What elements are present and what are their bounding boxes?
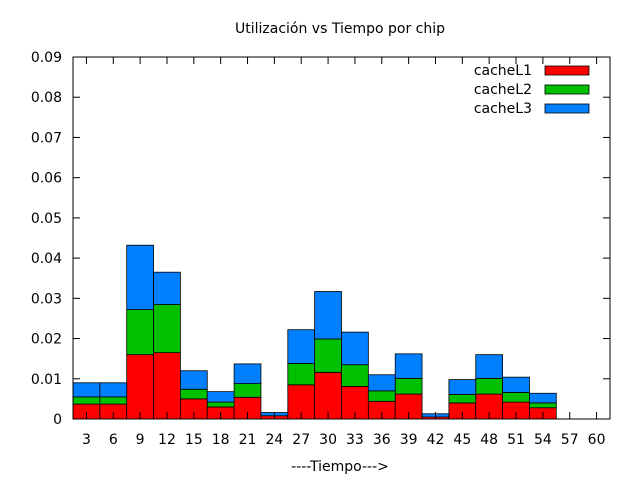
- x-tick-label: 51: [507, 432, 525, 448]
- legend-swatch-cacheL2: [544, 84, 590, 95]
- x-tick-label: 3: [82, 432, 91, 448]
- x-tick-label: 60: [588, 432, 606, 448]
- bar-cacheL3-27: [287, 329, 316, 364]
- y-tick-label: 0.08: [31, 90, 62, 106]
- bar-cacheL3-21: [233, 363, 262, 385]
- y-tick-label: 0.02: [31, 332, 62, 348]
- y-tick-label: 0.07: [31, 130, 62, 146]
- legend-label-cacheL2: cacheL2: [474, 82, 532, 98]
- x-tick-label: 36: [373, 432, 391, 448]
- bar-cacheL3-3: [72, 382, 101, 398]
- y-tick-label: 0: [53, 412, 62, 428]
- bar-cacheL3-9: [126, 244, 154, 310]
- bar-cacheL2-45: [448, 394, 477, 404]
- y-tick-label: 0.03: [31, 291, 62, 307]
- bar-cacheL2-6: [99, 396, 128, 405]
- y-tick-label: 0.04: [31, 251, 62, 267]
- bar-cacheL1-12: [153, 352, 181, 420]
- bar-cacheL2-36: [367, 390, 396, 402]
- legend: cacheL1 cacheL2 cacheL3: [474, 63, 590, 117]
- x-tick-label: 57: [561, 432, 579, 448]
- x-tick-label: 27: [292, 432, 310, 448]
- bar-cacheL2-54: [529, 402, 557, 409]
- bar-cacheL2-9: [126, 309, 154, 356]
- legend-label-cacheL1: cacheL1: [474, 63, 532, 79]
- bar-cacheL3-33: [341, 331, 369, 366]
- bar-cacheL3-12: [153, 271, 181, 305]
- legend-swatch-cacheL3: [544, 103, 590, 114]
- x-tick-label: 6: [109, 432, 118, 448]
- bar-cacheL2-21: [233, 383, 262, 398]
- y-tick-label: 0.01: [31, 372, 62, 388]
- x-tick-label: 15: [185, 432, 203, 448]
- legend-swatch-cacheL1: [544, 65, 590, 76]
- x-tick-label: 48: [480, 432, 498, 448]
- y-tick-label: 0.05: [31, 211, 62, 227]
- x-tick-label: 21: [239, 432, 257, 448]
- bar-cacheL2-33: [341, 364, 369, 387]
- bar-cacheL3-48: [475, 354, 504, 379]
- bar-cacheL2-51: [502, 392, 530, 403]
- x-tick-label: 33: [346, 432, 364, 448]
- bar-cacheL2-12: [153, 303, 181, 354]
- bar-cacheL1-9: [126, 354, 154, 420]
- x-tick-label: 45: [453, 432, 471, 448]
- legend-label-cacheL3: cacheL3: [474, 101, 532, 117]
- chart-title: Utilización vs Tiempo por chip: [235, 21, 445, 37]
- bars-layer: [72, 244, 557, 420]
- bar-cacheL3-18: [206, 391, 235, 403]
- bar-cacheL2-39: [394, 377, 423, 395]
- bar-cacheL3-36: [367, 374, 396, 392]
- x-axis-label: ----Tiempo--->: [291, 459, 389, 475]
- axes-layer: 00.010.020.030.040.050.060.070.080.093 6 9…: [31, 50, 611, 448]
- y-tick-label: 0.06: [31, 171, 62, 187]
- x-tick-label: 12: [158, 432, 176, 448]
- y-tick-label: 0.09: [31, 50, 62, 66]
- bar-cacheL3-39: [394, 353, 423, 379]
- bar-cacheL3-6: [99, 382, 128, 398]
- x-tick-label: 9: [136, 432, 145, 448]
- bar-cacheL3-51: [502, 376, 530, 393]
- x-tick-label: 54: [534, 432, 552, 448]
- bar-cacheL2-27: [287, 363, 316, 386]
- bar-cacheL2-15: [179, 388, 208, 400]
- bar-cacheL3-54: [529, 392, 557, 404]
- x-tick-label: 24: [265, 432, 283, 448]
- bar-cacheL3-45: [448, 379, 477, 395]
- bar-cacheL3-30: [314, 291, 342, 340]
- bar-cacheL2-18: [206, 401, 235, 408]
- bar-cacheL2-48: [475, 377, 504, 395]
- bar-cacheL2-3: [72, 396, 101, 405]
- x-tick-label: 30: [319, 432, 337, 448]
- bar-cacheL3-15: [179, 370, 208, 390]
- x-tick-label: 42: [427, 432, 445, 448]
- x-tick-label: 18: [212, 432, 230, 448]
- x-tick-label: 39: [400, 432, 418, 448]
- plot-frame: [72, 56, 611, 420]
- bar-cacheL2-30: [314, 338, 342, 373]
